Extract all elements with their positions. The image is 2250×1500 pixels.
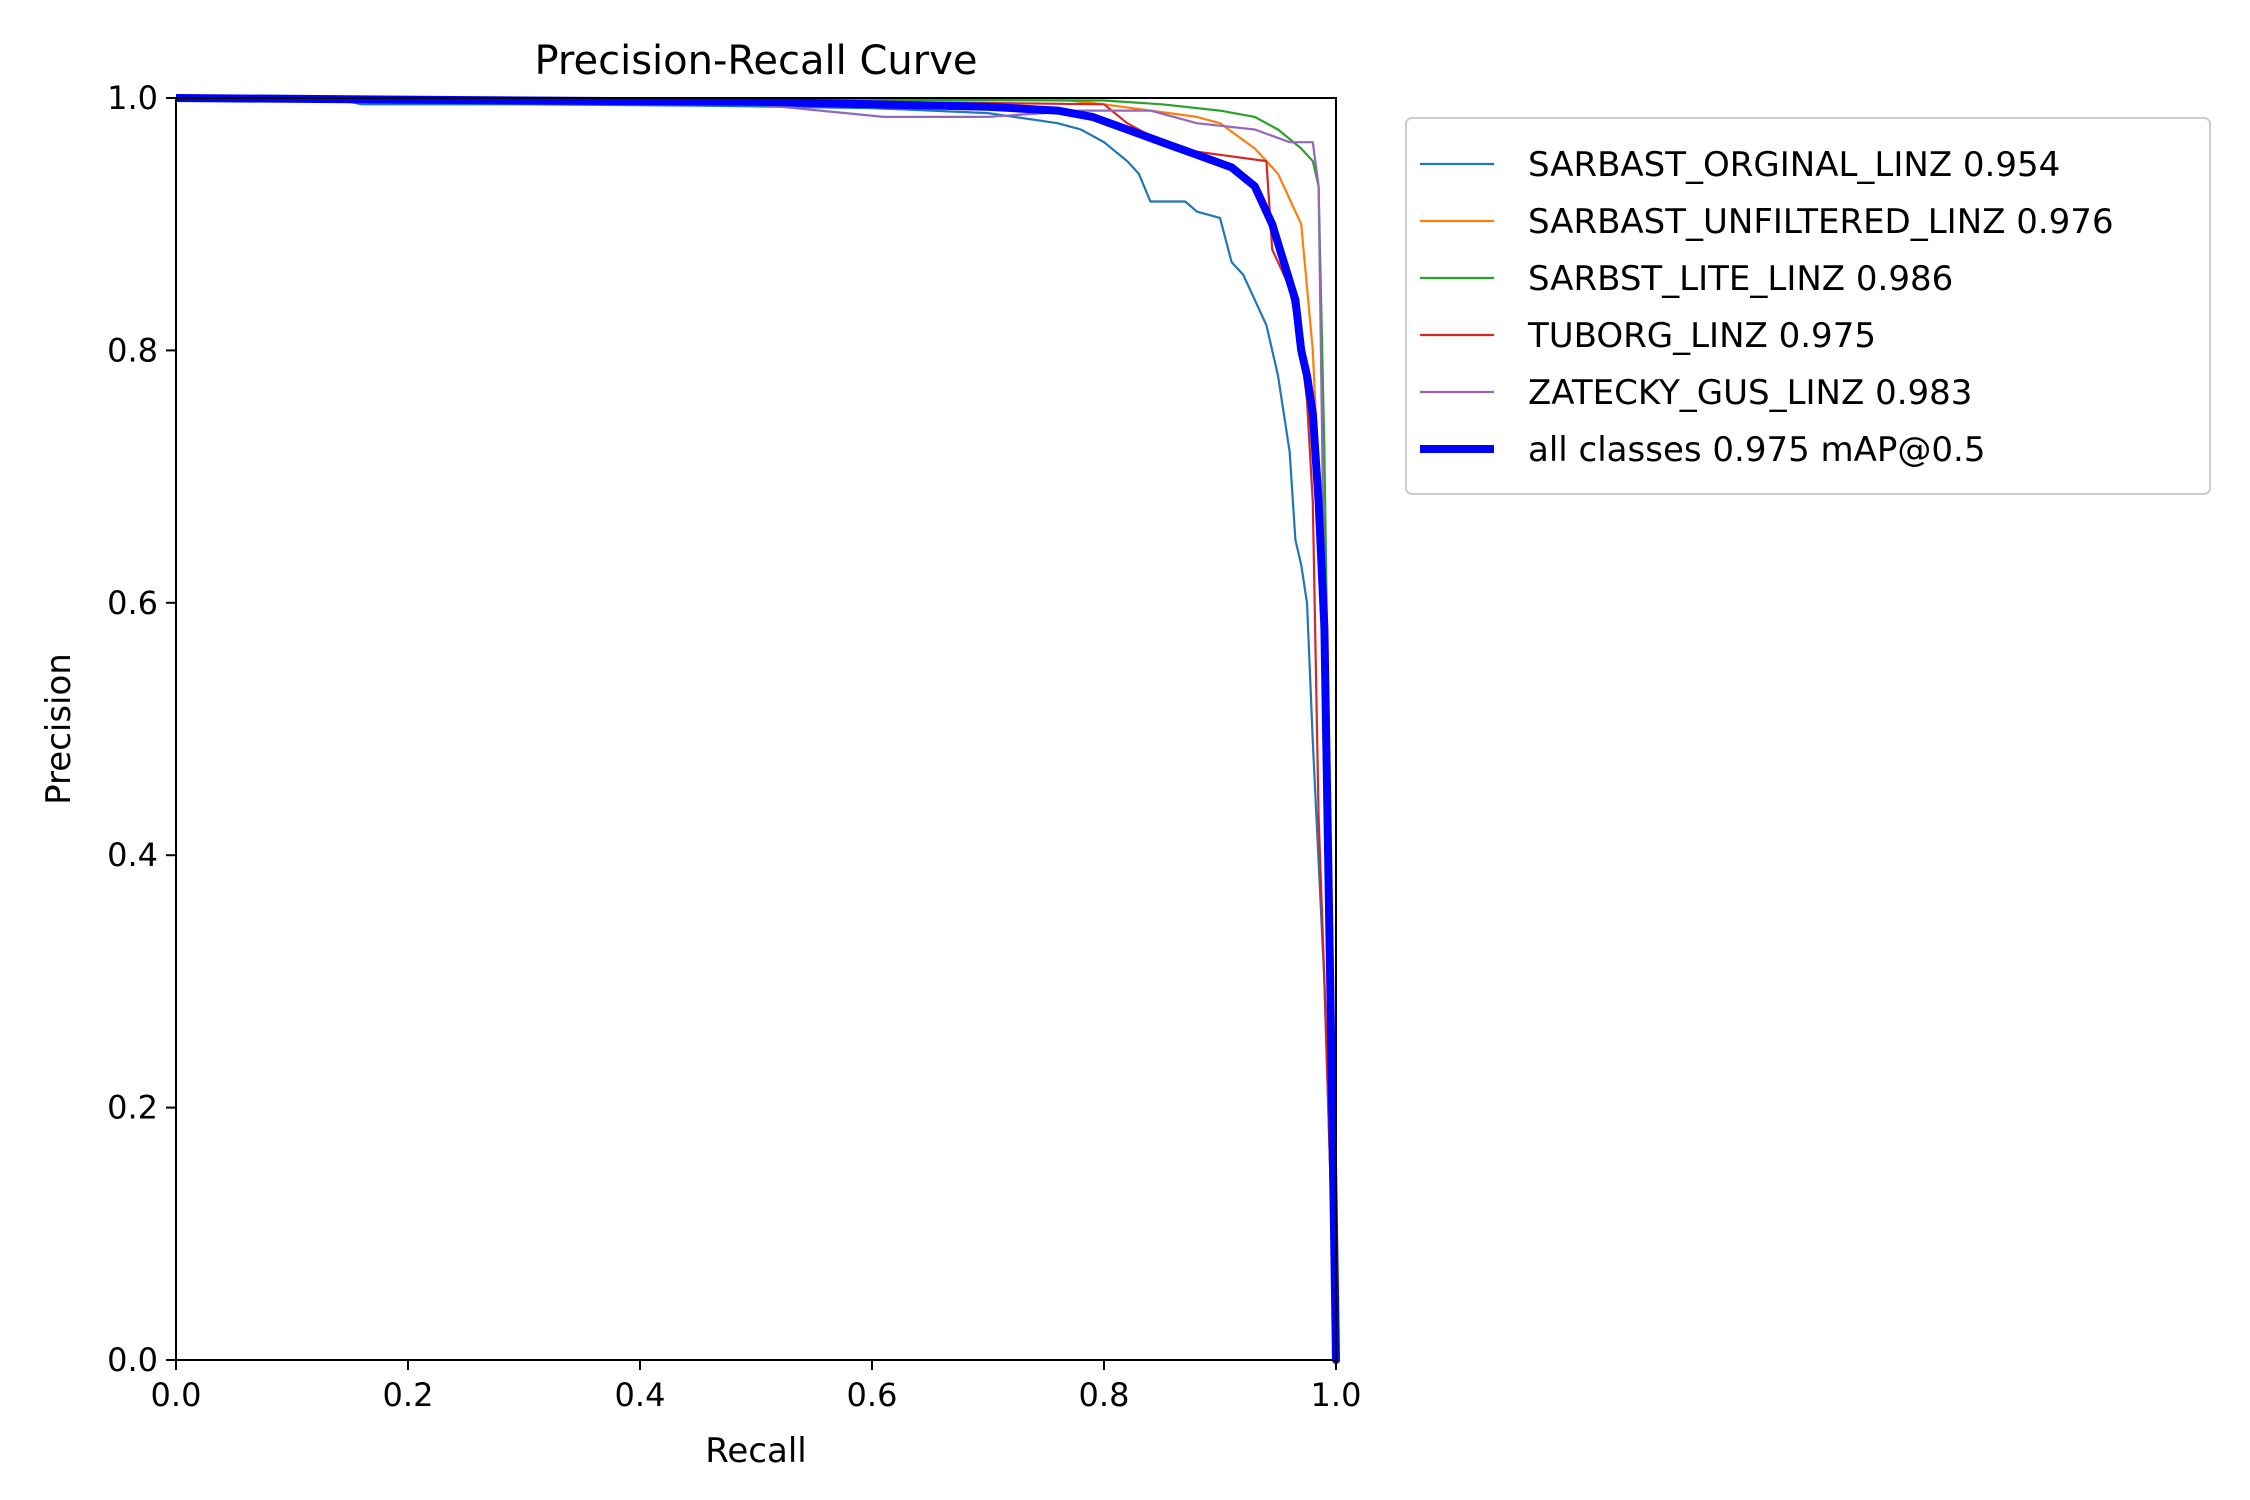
y-tick-label: 0.0 (107, 1341, 158, 1379)
y-tick-label: 0.4 (107, 836, 158, 874)
legend-label: ZATECKY_GUS_LINZ 0.983 (1528, 373, 1972, 413)
x-tick-label: 0.2 (383, 1376, 434, 1414)
x-tick-label: 0.6 (847, 1376, 898, 1414)
legend-label: all classes 0.975 mAP@0.5 (1528, 430, 1985, 470)
x-tick-label: 0.4 (615, 1376, 666, 1414)
series-layer (176, 94, 1340, 1364)
x-axis-label: Recall (705, 1431, 806, 1471)
y-tick-label: 1.0 (107, 79, 158, 117)
legend-frame (1405, 117, 2211, 495)
legend-label: SARBAST_UNFILTERED_LINZ 0.976 (1528, 202, 2114, 242)
plot-frame (175, 97, 1337, 1361)
legend-label: SARBAST_ORGINAL_LINZ 0.954 (1528, 145, 2060, 185)
series-line (176, 96, 1338, 1362)
y-tick-label: 0.2 (107, 1089, 158, 1127)
y-tick-label: 0.6 (107, 584, 158, 622)
x-tick-label: 0.8 (1079, 1376, 1130, 1414)
plot-area (175, 94, 1340, 1364)
y-axis-ticks: 0.0 0.2 0.4 0.6 0.8 1.0 (107, 79, 176, 1379)
series-line (176, 96, 1338, 1362)
y-axis-label: Precision (39, 653, 79, 805)
legend-items: SARBAST_ORGINAL_LINZ 0.954 SARBAST_UNFILT… (1420, 145, 2114, 470)
series-line (176, 96, 1338, 1362)
x-tick-label: 1.0 (1311, 1376, 1362, 1414)
x-tick-label: 0.0 (151, 1376, 202, 1414)
legend-label: SARBST_LITE_LINZ 0.986 (1528, 259, 1953, 299)
legend: SARBAST_ORGINAL_LINZ 0.954 SARBAST_UNFILT… (1405, 117, 2211, 495)
chart-title: Precision-Recall Curve (535, 38, 978, 84)
y-tick-label: 0.8 (107, 331, 158, 369)
plot-background (176, 98, 1336, 1360)
legend-label: TUBORG_LINZ 0.975 (1527, 316, 1876, 356)
x-axis-ticks: 0.0 0.2 0.4 0.6 0.8 1.0 (151, 1360, 1362, 1414)
series-line-all-classes (176, 94, 1340, 1364)
